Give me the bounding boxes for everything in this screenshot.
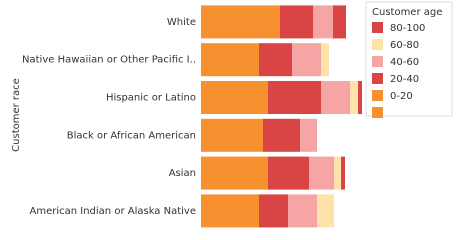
legend-swatch [372,73,383,84]
legend-label: 40-60 [390,57,419,68]
legend-swatch [372,22,383,33]
bar-segment [201,5,280,39]
bar-segment [300,118,317,152]
bar-segment [201,43,259,77]
bar-segment [313,5,333,39]
bar-segment [317,194,334,228]
bar-segment [358,81,362,114]
legend-label: 80-100 [390,23,425,34]
legend-label: 0-20 [390,91,413,102]
legend-swatch [372,39,383,50]
bar-segment [334,156,341,190]
legend-label: 60-80 [390,40,419,51]
y-tick-label: Native Hawaiian or Other Pacific I.. [22,55,196,66]
bar-segment [309,156,334,190]
bar-segment [280,5,313,39]
y-tick-label: American Indian or Alaska Native [30,206,197,217]
bar-segment [201,118,263,152]
legend-swatch [372,90,383,101]
y-tick-label: Asian [169,168,196,179]
legend-swatch [372,107,383,118]
bar-segment [292,43,321,77]
bar-segment [333,5,346,39]
y-axis-label: Customer race [11,78,22,152]
legend-title: Customer age [372,7,442,18]
y-tick-label: Hispanic or Latino [106,93,196,104]
bar-segment [259,194,288,228]
bar-segment [268,156,309,190]
bar-segment [288,194,317,228]
bar-segment [263,118,300,152]
y-tick-label: Black or African American [67,130,196,141]
bar-segment [201,81,268,114]
bar-segment [201,194,259,228]
bar-segment [321,43,329,77]
bar-segment [259,43,292,77]
bar-segment [201,156,268,190]
bar-segment [268,81,321,114]
chart: Customer race Customer age White Native H… [11,1,453,228]
y-tick-label: White [167,17,196,28]
bar-segment [341,156,345,190]
legend-label: 20-40 [390,74,419,85]
bar-segment [350,81,358,114]
legend-swatch [372,56,383,67]
bar-segment [321,81,350,114]
